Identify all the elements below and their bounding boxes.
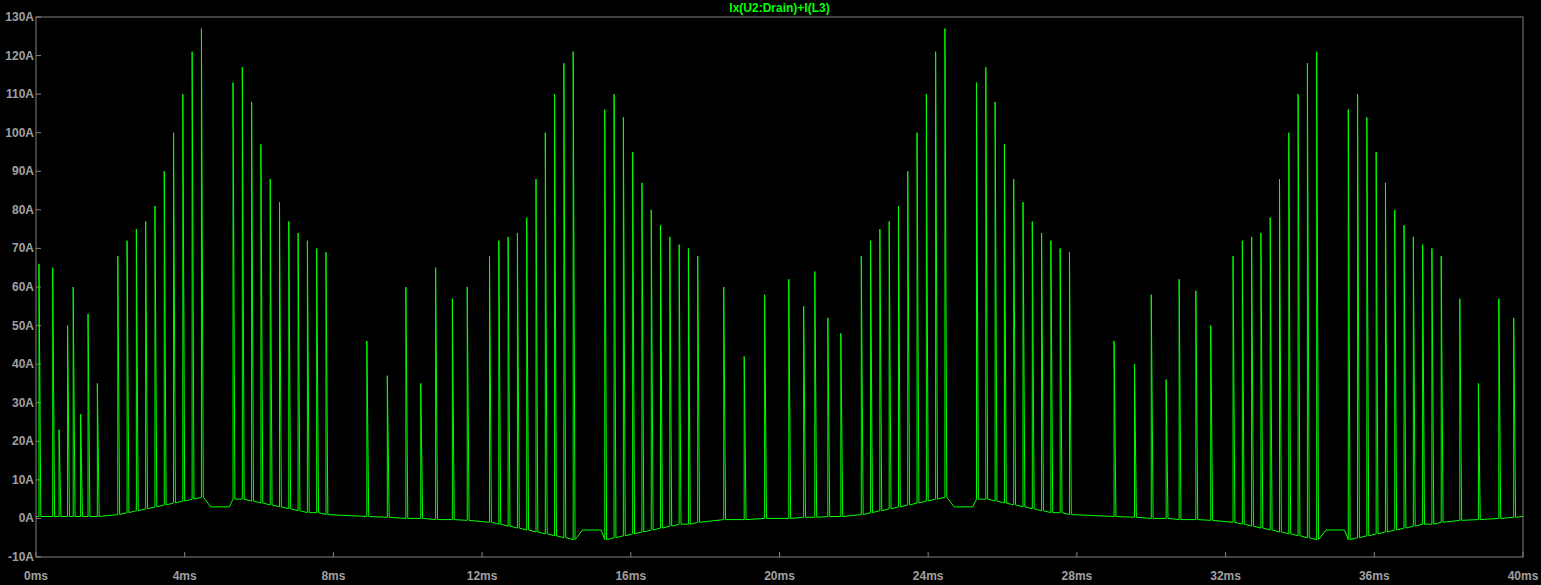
- y-tick: [36, 94, 41, 95]
- y-tick: [36, 171, 41, 172]
- x-tick-label: 0ms: [24, 569, 48, 583]
- plot-frame: [36, 17, 1523, 557]
- y-tick-label: 0A: [19, 511, 35, 525]
- y-tick-label: 90A: [12, 164, 34, 178]
- x-tick-label: 20ms: [764, 569, 795, 583]
- y-tick: [36, 518, 41, 519]
- x-tick: [184, 552, 185, 557]
- trace: [36, 29, 1523, 540]
- y-tick-label: 60A: [12, 280, 34, 294]
- x-tick: [779, 552, 780, 557]
- chart: -10A 0A 10A 20A 30A 40A 50A 60A 70A 80A 90A 100A 110…: [0, 0, 1541, 585]
- y-tick-label: 70A: [12, 241, 34, 255]
- y-tick-label: 30A: [12, 396, 34, 410]
- y-tick-label: 110A: [6, 87, 34, 101]
- x-tick-label: 32ms: [1210, 569, 1241, 583]
- x-tick: [482, 552, 483, 557]
- y-tick-label: 130A: [5, 10, 34, 24]
- x-tick: [333, 552, 334, 557]
- x-tick-label: 24ms: [913, 569, 944, 583]
- y-tick-label: 40A: [12, 357, 34, 371]
- x-tick-label: 16ms: [615, 569, 646, 583]
- x-tick: [928, 552, 929, 557]
- plot-area: [36, 29, 1523, 540]
- y-tick: [36, 209, 41, 210]
- y-tick-label: 80A: [12, 203, 34, 217]
- y-tick-label: 10A: [12, 473, 34, 487]
- y-tick-label: -10A: [8, 550, 34, 564]
- x-tick: [1374, 552, 1375, 557]
- x-tick-label: 8ms: [321, 569, 345, 583]
- title: Ix(U2:Drain)+I(L3): [729, 1, 829, 15]
- x-tick: [1076, 552, 1077, 557]
- y-tick: [36, 248, 41, 249]
- x-tick-label: 12ms: [467, 569, 498, 583]
- x-tick-label: 40ms: [1508, 569, 1539, 583]
- y-tick: [36, 55, 41, 56]
- x-tick: [1225, 552, 1226, 557]
- x-tick-label: 28ms: [1062, 569, 1093, 583]
- y-tick-label: 50A: [12, 319, 34, 333]
- x-tick: [630, 552, 631, 557]
- y-tick-label: 120A: [5, 49, 34, 63]
- x-tick-label: 36ms: [1359, 569, 1390, 583]
- y-tick-label: 100A: [5, 126, 34, 140]
- x-tick-label: 4ms: [173, 569, 197, 583]
- y-tick-label: 20A: [12, 434, 34, 448]
- background: [0, 0, 1541, 585]
- y-tick: [36, 132, 41, 133]
